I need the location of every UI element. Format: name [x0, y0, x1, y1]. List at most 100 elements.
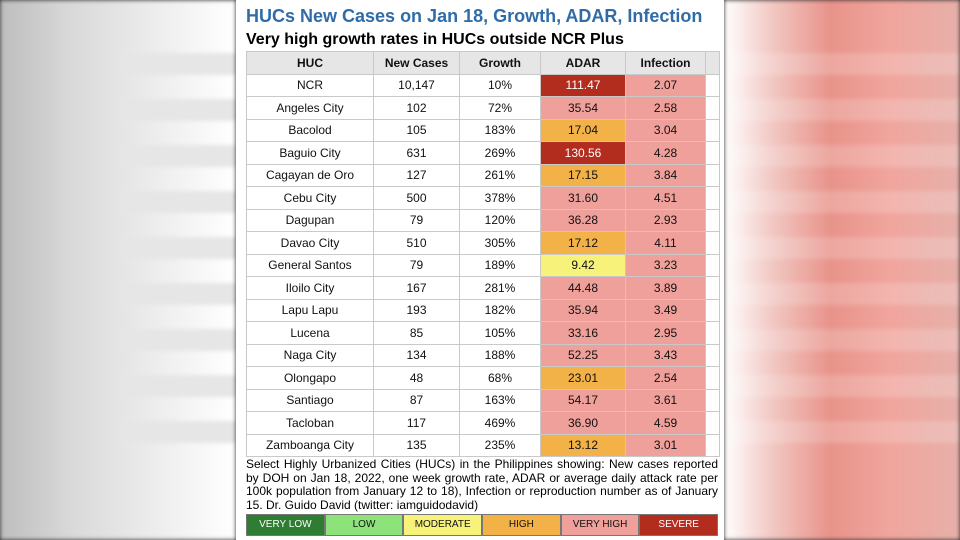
blank-cell	[705, 343, 720, 367]
table-header-row: HUC New Cases Growth ADAR Infection	[246, 51, 720, 75]
new-cases-cell: 167	[373, 276, 460, 300]
blank-cell	[705, 366, 720, 390]
background-stripe	[724, 329, 960, 351]
blank-cell	[705, 231, 720, 255]
huc-name-cell: Iloilo City	[246, 276, 374, 300]
background-stripe	[724, 421, 960, 443]
column-header-huc: HUC	[246, 51, 374, 75]
legend-item-severe: SEVERE	[639, 514, 719, 536]
growth-cell: 120%	[459, 208, 541, 232]
background-stripe	[724, 191, 960, 213]
huc-name-cell: General Santos	[246, 253, 374, 277]
blank-cell	[705, 321, 720, 345]
new-cases-cell: 510	[373, 231, 460, 255]
blank-cell	[705, 118, 720, 142]
new-cases-cell: 10,147	[373, 73, 460, 97]
table-row: Tacloban 117 469% 36.90 4.59	[246, 411, 720, 435]
adar-cell: 31.60	[540, 186, 626, 210]
table-row: Lapu Lapu 193 182% 35.94 3.49	[246, 298, 720, 322]
huc-name-cell: Davao City	[246, 231, 374, 255]
column-header-new-cases: New Cases	[373, 51, 460, 75]
huc-name-cell: Dagupan	[246, 208, 374, 232]
table-row: Olongapo 48 68% 23.01 2.54	[246, 366, 720, 390]
blank-cell	[705, 186, 720, 210]
new-cases-cell: 134	[373, 343, 460, 367]
adar-cell: 17.04	[540, 118, 626, 142]
background-stripe	[120, 191, 236, 213]
huc-name-cell: Lapu Lapu	[246, 298, 374, 322]
new-cases-cell: 85	[373, 321, 460, 345]
new-cases-cell: 79	[373, 208, 460, 232]
table-row: Bacolod 105 183% 17.04 3.04	[246, 118, 720, 142]
new-cases-cell: 500	[373, 186, 460, 210]
column-header-infection: Infection	[625, 51, 706, 75]
background-stripe	[724, 99, 960, 121]
huc-name-cell: Zamboanga City	[246, 433, 374, 457]
background-stripe	[724, 145, 960, 167]
infection-cell: 2.58	[625, 96, 706, 120]
new-cases-cell: 127	[373, 163, 460, 187]
growth-cell: 182%	[459, 298, 541, 322]
adar-cell: 54.17	[540, 388, 626, 412]
caption-text: Select Highly Urbanized Cities (HUCs) in…	[246, 457, 718, 512]
growth-cell: 305%	[459, 231, 541, 255]
table-row: Dagupan 79 120% 36.28 2.93	[246, 208, 720, 232]
adar-cell: 44.48	[540, 276, 626, 300]
adar-cell: 23.01	[540, 366, 626, 390]
column-header-growth: Growth	[459, 51, 541, 75]
huc-name-cell: Olongapo	[246, 366, 374, 390]
infographic-document: HUCs New Cases on Jan 18, Growth, ADAR, …	[236, 0, 724, 540]
table-row: Baguio City 631 269% 130.56 4.28	[246, 141, 720, 165]
new-cases-cell: 135	[373, 433, 460, 457]
huc-name-cell: Tacloban	[246, 411, 374, 435]
color-legend: VERY LOW LOW MODERATE HIGH VERY HIGH SEVERE	[246, 514, 719, 536]
huc-name-cell: Lucena	[246, 321, 374, 345]
growth-cell: 72%	[459, 96, 541, 120]
table-row: Zamboanga City 135 235% 13.12 3.01	[246, 433, 720, 457]
adar-cell: 111.47	[540, 73, 626, 97]
huc-name-cell: Bacolod	[246, 118, 374, 142]
new-cases-cell: 631	[373, 141, 460, 165]
new-cases-cell: 79	[373, 253, 460, 277]
huc-name-cell: Angeles City	[246, 96, 374, 120]
table-row: Cebu City 500 378% 31.60 4.51	[246, 186, 720, 210]
infection-cell: 4.28	[625, 141, 706, 165]
legend-item-very-low: VERY LOW	[246, 514, 325, 536]
infection-cell: 3.04	[625, 118, 706, 142]
growth-cell: 189%	[459, 253, 541, 277]
huc-name-cell: Santiago	[246, 388, 374, 412]
blank-cell	[705, 163, 720, 187]
table-row: Cagayan de Oro 127 261% 17.15 3.84	[246, 163, 720, 187]
background-stripe	[120, 99, 236, 121]
infection-cell: 4.51	[625, 186, 706, 210]
adar-cell: 36.90	[540, 411, 626, 435]
background-stripe	[120, 421, 236, 443]
adar-cell: 52.25	[540, 343, 626, 367]
blank-cell	[705, 141, 720, 165]
new-cases-cell: 87	[373, 388, 460, 412]
huc-data-table: HUC New Cases Growth ADAR Infection NCR 1…	[246, 51, 720, 457]
adar-cell: 17.12	[540, 231, 626, 255]
adar-cell: 17.15	[540, 163, 626, 187]
adar-cell: 35.94	[540, 298, 626, 322]
blank-cell	[705, 388, 720, 412]
column-header-adar: ADAR	[540, 51, 626, 75]
blank-cell	[705, 276, 720, 300]
infection-cell: 3.84	[625, 163, 706, 187]
growth-cell: 188%	[459, 343, 541, 367]
growth-cell: 163%	[459, 388, 541, 412]
background-stripe	[724, 283, 960, 305]
blank-cell	[705, 253, 720, 277]
new-cases-cell: 48	[373, 366, 460, 390]
background-stripe	[724, 53, 960, 75]
table-row: Angeles City 102 72% 35.54 2.58	[246, 96, 720, 120]
infection-cell: 3.01	[625, 433, 706, 457]
adar-cell: 35.54	[540, 96, 626, 120]
background-stripe	[724, 375, 960, 397]
new-cases-cell: 193	[373, 298, 460, 322]
infection-cell: 2.93	[625, 208, 706, 232]
table-row: Lucena 85 105% 33.16 2.95	[246, 321, 720, 345]
growth-cell: 269%	[459, 141, 541, 165]
new-cases-cell: 105	[373, 118, 460, 142]
column-header-blank	[705, 51, 720, 75]
